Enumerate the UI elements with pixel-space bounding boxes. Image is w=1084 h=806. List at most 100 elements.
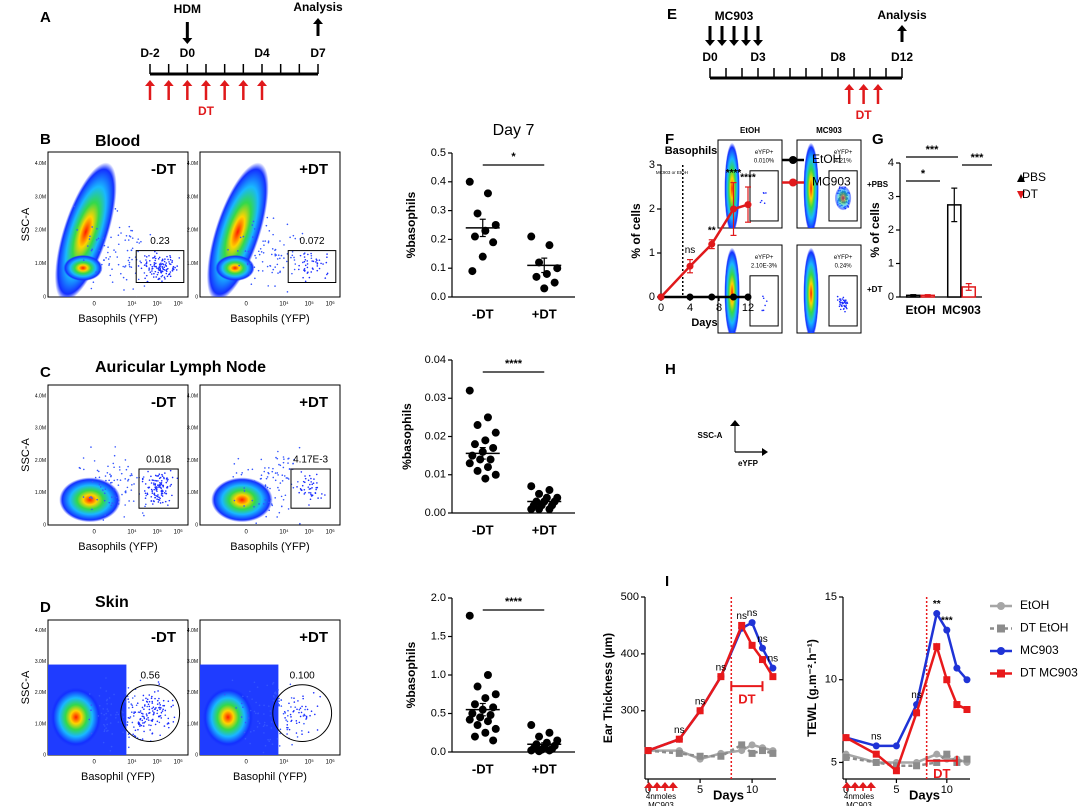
gate-value: eYFP+ (834, 255, 853, 261)
y-tick-label: 0.0 (431, 291, 446, 303)
marker (913, 762, 921, 770)
x-tick-label: 10⁶ (326, 529, 336, 536)
event-dot (154, 484, 157, 486)
legend-marker (789, 156, 797, 164)
day-label: D0 (702, 50, 718, 64)
event-dot (288, 728, 291, 731)
event-dot (304, 491, 306, 494)
event-dot (159, 502, 162, 504)
event-dot (111, 502, 114, 504)
data-point (465, 459, 474, 468)
arrow-head (858, 84, 869, 90)
event-dot (103, 259, 105, 261)
event-dot (151, 490, 154, 492)
event-dot (165, 265, 168, 267)
event-dot (247, 717, 250, 719)
data-point (481, 728, 490, 737)
event-dot (110, 236, 112, 239)
gate-value: 0.018 (146, 455, 171, 466)
event-dot (272, 467, 274, 470)
event-dot (110, 714, 112, 716)
event-dot (300, 489, 303, 491)
column-label: MC903 (816, 126, 842, 135)
event-dot (139, 711, 141, 714)
event-dot (296, 736, 299, 738)
event-dot (153, 500, 155, 503)
arrow-head (762, 448, 768, 456)
event-dot (106, 708, 109, 710)
event-dot (291, 254, 294, 257)
data-point (465, 611, 474, 620)
event-dot (102, 489, 104, 491)
event-dot (143, 514, 145, 517)
event-dot (257, 712, 259, 715)
panel-letter: H (665, 361, 676, 378)
event-dot (158, 697, 160, 700)
event-dot (144, 277, 146, 280)
data-point (545, 486, 554, 495)
event-dot (289, 683, 292, 686)
event-dot (134, 729, 137, 732)
arrow-head (729, 40, 739, 46)
y-tick-label: 0 (43, 522, 46, 528)
event-dot (299, 238, 301, 240)
y-tick-label: 1.0M (187, 721, 198, 727)
event-dot (98, 249, 100, 252)
event-dot (283, 257, 285, 259)
event-dot (315, 473, 318, 476)
event-dot (281, 474, 284, 476)
event-dot (253, 681, 256, 684)
event-dot (118, 226, 121, 229)
event-dot (131, 484, 133, 486)
event-dot (152, 706, 155, 709)
event-dot (130, 266, 133, 269)
event-dot (762, 297, 765, 300)
arrow-head (652, 782, 662, 788)
event-dot (846, 307, 848, 310)
event-dot (109, 749, 112, 752)
data-point (481, 694, 490, 703)
event-dot (145, 718, 148, 720)
data-point (470, 232, 479, 241)
event-dot (154, 708, 156, 710)
gate-value: 0.010% (754, 159, 775, 165)
event-dot (293, 458, 295, 461)
event-dot (260, 458, 263, 461)
event-dot (843, 301, 846, 304)
event-dot (123, 516, 126, 518)
x-tick-label: 0 (645, 784, 651, 796)
event-dot (144, 497, 147, 499)
event-dot (265, 515, 267, 518)
event-dot (253, 480, 256, 482)
event-dot (302, 697, 304, 700)
marker (842, 734, 850, 742)
event-dot (839, 303, 841, 306)
x-tick-label: 0 (93, 760, 97, 766)
event-dot (318, 267, 321, 270)
marker (748, 741, 756, 749)
event-dot (103, 729, 106, 731)
event-dot (274, 254, 277, 257)
data-point (470, 440, 479, 449)
event-dot (308, 504, 310, 506)
event-dot (145, 262, 148, 264)
y-tick-label: 3 (888, 190, 894, 202)
dt-label: DT (856, 108, 873, 122)
gate-value: 0.56 (140, 670, 160, 681)
event-dot (153, 262, 156, 264)
x-tick-label: 12 (742, 302, 754, 314)
event-dot (90, 249, 93, 252)
event-dot (304, 475, 306, 477)
significance-label: **** (505, 358, 523, 370)
marker (872, 742, 880, 750)
event-dot (278, 489, 280, 491)
density-cloud (803, 247, 819, 333)
event-dot (102, 237, 105, 239)
event-dot (158, 496, 160, 499)
event-dot (145, 261, 148, 263)
event-dot (168, 261, 170, 263)
event-dot (277, 486, 279, 489)
event-dot (142, 694, 145, 697)
event-dot (157, 475, 159, 477)
